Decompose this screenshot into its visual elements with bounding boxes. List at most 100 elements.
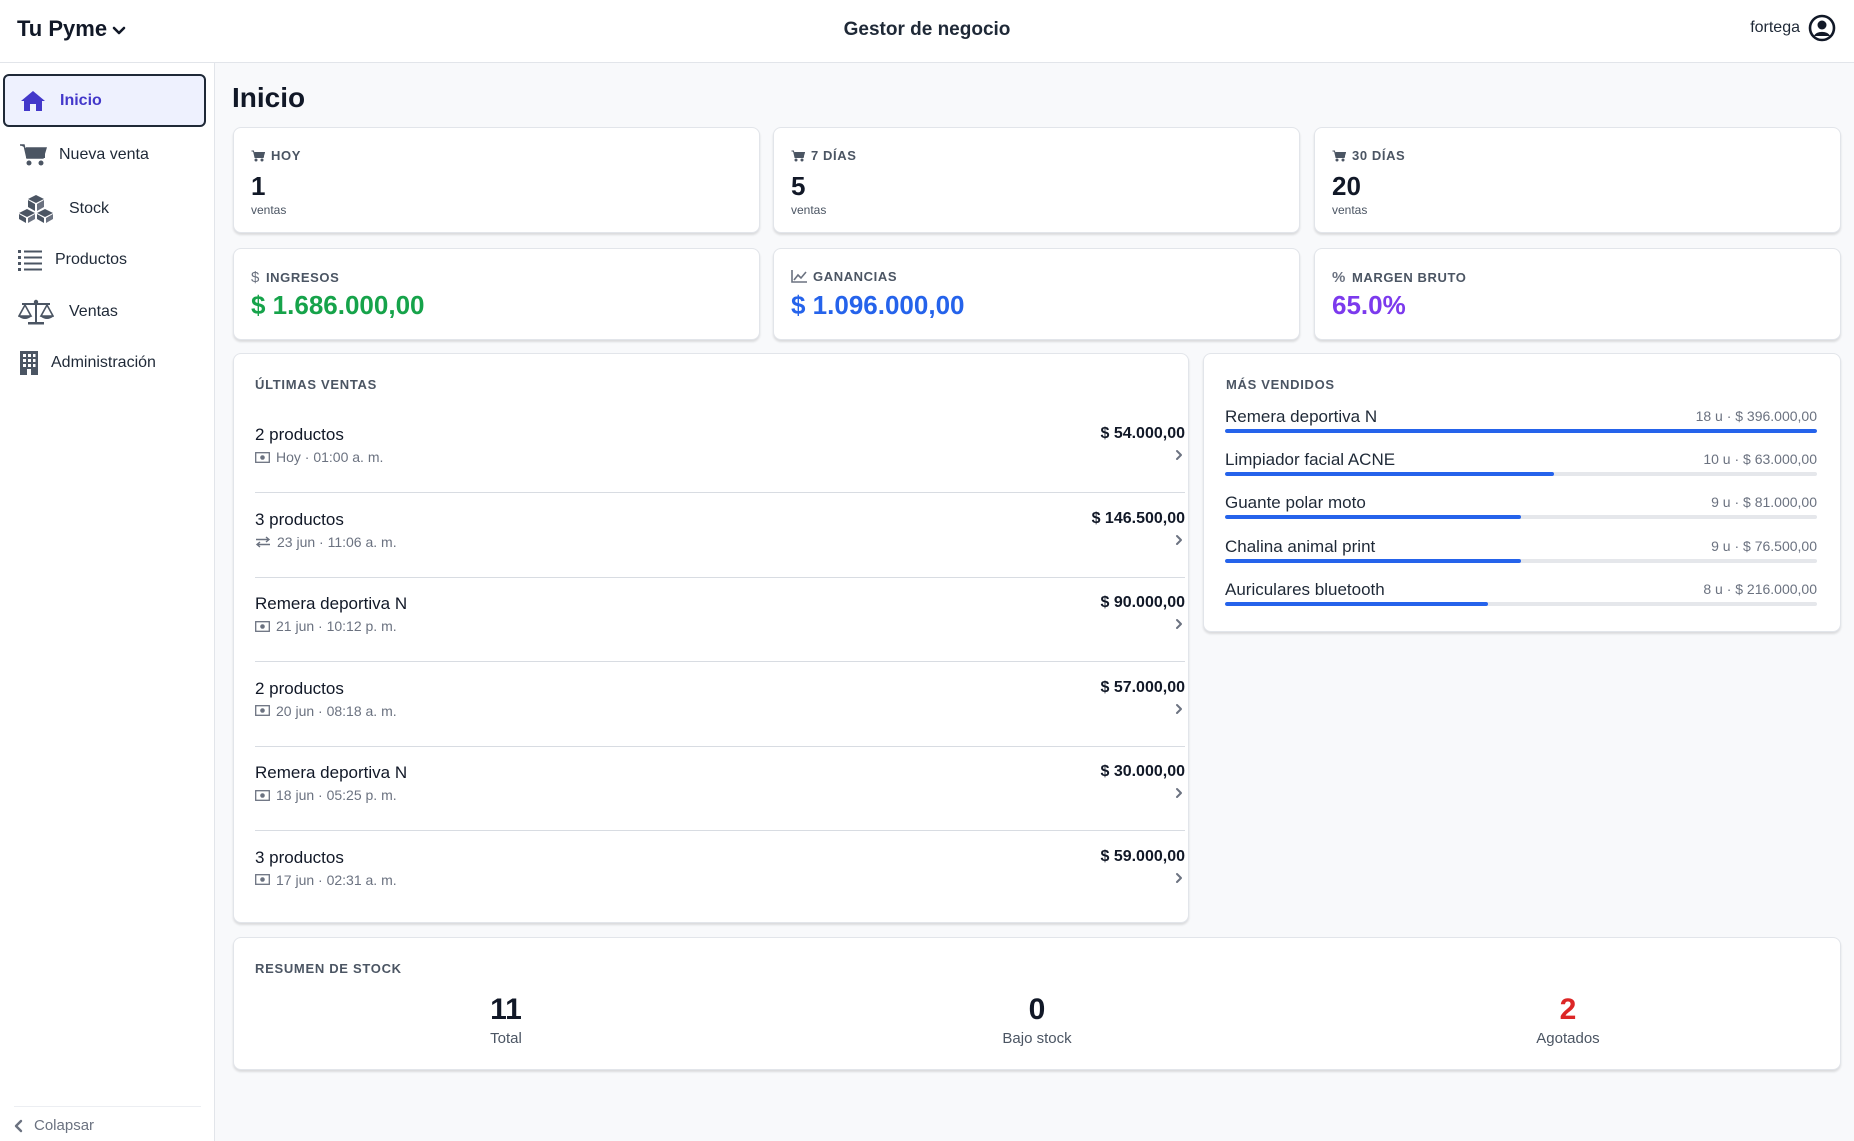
section-title: ÚLTIMAS VENTAS xyxy=(255,377,377,392)
stat-card-today: HOY 1 ventas xyxy=(233,127,760,233)
percent-icon: % xyxy=(1332,269,1346,286)
latest-sales-card: ÚLTIMAS VENTAS 2 productos Hoy · 01:00 a.… xyxy=(233,353,1189,923)
sale-row[interactable]: 2 productos Hoy · 01:00 a. m. $ 54.000,00 xyxy=(255,409,1185,493)
stat-value: 1 xyxy=(251,171,266,201)
best-seller-bar-track xyxy=(1225,472,1817,477)
best-seller-name: Auriculares bluetooth xyxy=(1225,579,1385,599)
chevron-left-icon xyxy=(14,1119,23,1132)
chevron-right-icon xyxy=(1175,533,1183,551)
best-seller-meta: 8 u · $ 216.000,00 xyxy=(1703,580,1817,597)
collapse-button[interactable]: Colapsar xyxy=(14,1106,201,1134)
sale-row[interactable]: Remera deportiva N 21 jun · 10:12 p. m. $ … xyxy=(255,578,1185,662)
stock-out: 2 Agotados xyxy=(1468,993,1668,1047)
sale-name: Remera deportiva N xyxy=(255,763,408,782)
best-seller-bar-track xyxy=(1225,515,1817,520)
best-seller-bar-track xyxy=(1225,558,1817,563)
sale-amount: $ 59.000,00 xyxy=(1100,847,1185,865)
cart-icon xyxy=(1332,150,1346,161)
stat-value: 5 xyxy=(791,171,806,201)
sale-name: 2 productos xyxy=(255,425,344,444)
cart-icon xyxy=(251,150,265,161)
cash-icon xyxy=(255,451,270,463)
stock-low-value: 0 xyxy=(1028,993,1046,1026)
user-menu[interactable]: fortega xyxy=(1750,14,1836,42)
sale-meta: 17 jun · 02:31 a. m. xyxy=(255,872,397,888)
cart-icon xyxy=(791,150,805,161)
sale-date: 21 jun · 10:12 p. m. xyxy=(276,618,397,634)
stock-total-label: Total xyxy=(490,1030,522,1047)
chevron-right-icon xyxy=(1175,617,1183,635)
sale-amount: $ 30.000,00 xyxy=(1100,763,1185,780)
stat-label: GANANCIAS xyxy=(813,269,898,284)
sidebar-item-label: Ventas xyxy=(69,302,118,320)
sidebar-item-ventas[interactable]: Ventas xyxy=(3,285,206,338)
sidebar-item-administracion[interactable]: Administración xyxy=(3,336,206,389)
best-seller-name: Limpiador facial ACNE xyxy=(1225,450,1396,470)
stock-total: 11 Total xyxy=(406,993,606,1047)
stock-total-value: 11 xyxy=(490,993,522,1026)
brand-name: Tu Pyme xyxy=(17,16,108,41)
stat-value: 20 xyxy=(1332,171,1361,201)
best-seller-bar xyxy=(1225,429,1817,433)
list-icon xyxy=(18,249,42,271)
sale-meta: Hoy · 01:00 a. m. xyxy=(255,449,383,465)
app-title: Gestor de negocio xyxy=(843,19,1011,40)
chevron-right-icon xyxy=(1175,448,1183,466)
stat-sub: ventas xyxy=(1332,203,1368,217)
margin-card: % MARGEN BRUTO 65.0% xyxy=(1314,248,1841,340)
sale-name: Remera deportiva N xyxy=(255,594,408,613)
stat-label-row: GANANCIAS xyxy=(791,269,897,284)
sale-amount: $ 90.000,00 xyxy=(1100,594,1185,611)
stat-label: MARGEN BRUTO xyxy=(1351,270,1467,285)
best-seller-row: Limpiador facial ACNE 10 u · $ 63.000,00 xyxy=(1225,450,1817,490)
best-seller-row: Chalina animal print 9 u · $ 76.500,00 xyxy=(1225,537,1817,577)
sale-date: 17 jun · 02:31 a. m. xyxy=(276,871,397,888)
stock-out-value: 2 xyxy=(1559,993,1577,1026)
best-seller-bar-track xyxy=(1225,601,1817,606)
best-seller-name: Chalina animal print xyxy=(1225,536,1376,556)
chart-line-icon xyxy=(791,270,807,283)
sidebar-item-label: Stock xyxy=(69,199,110,217)
best-seller-bar xyxy=(1225,515,1521,520)
sale-name: 3 productos xyxy=(255,847,344,867)
best-seller-bar xyxy=(1225,472,1555,477)
best-seller-name: Remera deportiva N xyxy=(1225,407,1378,426)
sidebar-item-productos[interactable]: Productos xyxy=(3,233,206,286)
sidebar-item-stock[interactable]: Stock xyxy=(3,182,206,235)
sale-row[interactable]: Remera deportiva N 18 jun · 05:25 p. m. $ … xyxy=(255,747,1185,831)
sale-amount: $ 54.000,00 xyxy=(1100,425,1185,442)
stat-label: 30 DÍAS xyxy=(1352,148,1406,163)
scale-icon xyxy=(18,298,54,326)
stat-label-row: $ INGRESOS xyxy=(251,269,339,286)
best-seller-meta: 10 u · $ 63.000,00 xyxy=(1703,451,1817,468)
sale-row[interactable]: 3 productos 23 jun · 11:06 a. m. $ 146.500… xyxy=(255,494,1185,578)
best-seller-row: Guante polar moto 9 u · $ 81.000,00 xyxy=(1225,493,1817,533)
best-seller-row: Remera deportiva N 18 u · $ 396.000,00 xyxy=(1225,407,1817,447)
sidebar-item-label: Administración xyxy=(51,353,156,371)
chevron-down-icon xyxy=(112,26,126,34)
stock-low: 0 Bajo stock xyxy=(937,993,1137,1047)
chevron-right-icon xyxy=(1175,702,1183,720)
sale-name: 3 productos xyxy=(255,509,344,529)
sale-row[interactable]: 3 productos 17 jun · 02:31 a. m. $ 59.000,… xyxy=(255,832,1185,916)
collapse-label: Colapsar xyxy=(34,1117,95,1134)
best-seller-bar xyxy=(1225,558,1521,563)
cash-icon xyxy=(255,705,270,716)
best-seller-row: Auriculares bluetooth 8 u · $ 216.000,00 xyxy=(1225,580,1817,620)
profit-value: $ 1.096.000,00 xyxy=(791,290,965,320)
stat-card-7-days: 7 DÍAS 5 ventas xyxy=(773,127,1300,233)
stat-label: HOY xyxy=(271,148,301,163)
sidebar-item-label: Nueva venta xyxy=(59,145,149,163)
sidebar-item-inicio[interactable]: Inicio xyxy=(3,74,206,127)
sale-date: 23 jun · 11:06 a. m. xyxy=(277,533,397,550)
stat-card-30-days: 30 DÍAS 20 ventas xyxy=(1314,127,1841,233)
sale-amount: $ 146.500,00 xyxy=(1091,509,1185,527)
stock-low-label: Bajo stock xyxy=(1002,1030,1072,1047)
sale-meta: 18 jun · 05:25 p. m. xyxy=(255,787,397,803)
stock-out-label: Agotados xyxy=(1536,1030,1600,1047)
sale-row[interactable]: 2 productos 20 jun · 08:18 a. m. $ 57.000,… xyxy=(255,663,1185,747)
sidebar-item-nueva-venta[interactable]: Nueva venta xyxy=(3,128,206,181)
brand-menu[interactable]: Tu Pyme xyxy=(17,16,126,42)
transfer-icon xyxy=(255,535,271,548)
sale-date: 20 jun · 08:18 a. m. xyxy=(276,702,397,719)
